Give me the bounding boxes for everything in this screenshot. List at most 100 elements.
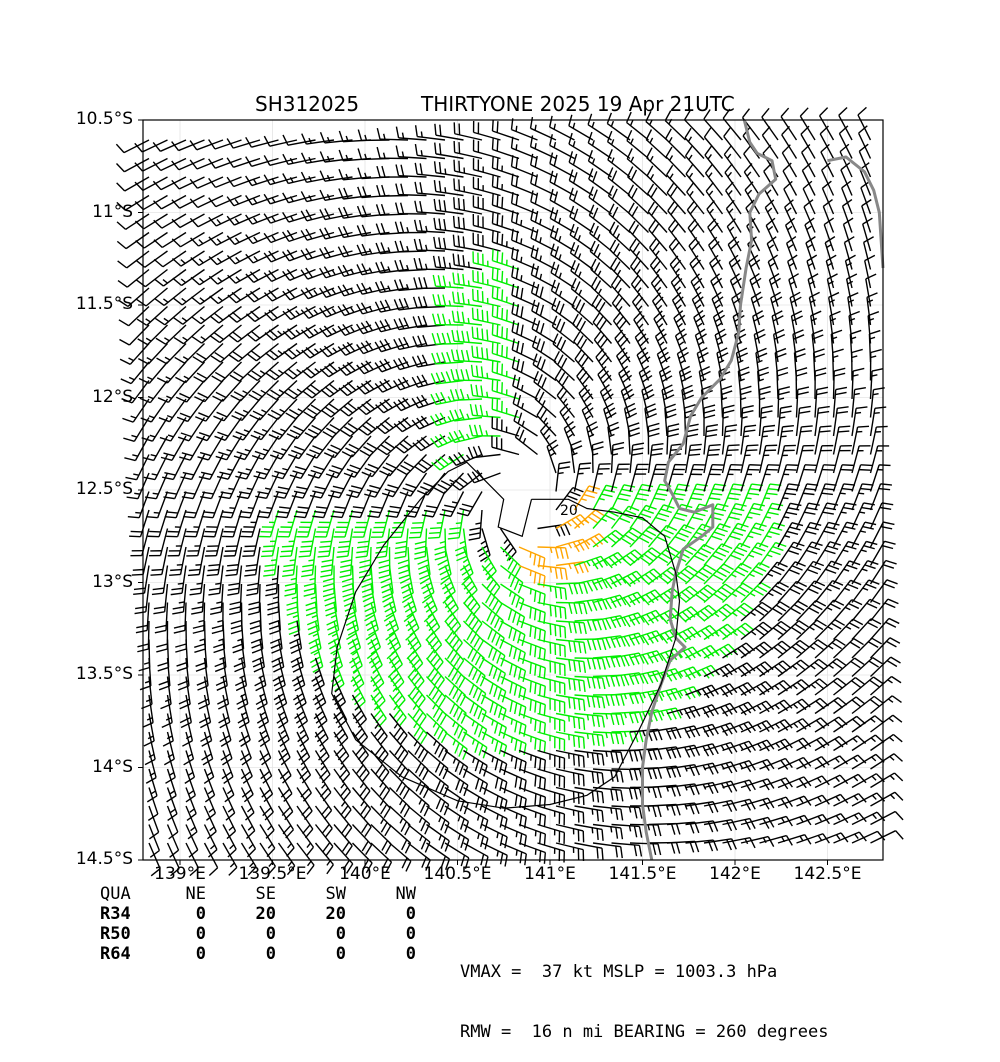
- wind-barb: [706, 164, 723, 195]
- wind-barb: [834, 580, 862, 602]
- wind-barb: [760, 602, 790, 621]
- header-nw: NW: [346, 884, 416, 904]
- wind-barb: [366, 621, 380, 654]
- wind-barb: [741, 445, 758, 473]
- wind-barb: [797, 659, 828, 676]
- wind-barb: [760, 543, 787, 566]
- wind-barb: [299, 529, 316, 557]
- wind-barb: [492, 194, 519, 214]
- wind-barb: [464, 714, 487, 741]
- wind-barb: [852, 716, 884, 732]
- lon-tick-label: 139.5°E: [223, 864, 323, 884]
- wind-barb: [316, 806, 333, 837]
- wind-barb: [408, 714, 427, 744]
- wind-barb: [272, 455, 297, 479]
- wind-barb: [588, 114, 611, 140]
- radius-se: 0: [206, 924, 276, 944]
- wind-barb: [474, 121, 501, 140]
- lon-tick-label: 141.5°E: [593, 864, 693, 884]
- header-sw: SW: [276, 884, 346, 904]
- wind-barb: [280, 529, 297, 557]
- wind-barb: [704, 110, 723, 140]
- wind-barb: [196, 418, 223, 441]
- wind-barb: [390, 769, 410, 799]
- wind-barb: [270, 436, 297, 459]
- wind-barb: [706, 182, 722, 214]
- wind-barb: [265, 344, 297, 360]
- wind-barb: [723, 445, 740, 473]
- wind-barb: [852, 677, 883, 695]
- wind-barb: [229, 344, 260, 362]
- wind-barb: [473, 177, 500, 196]
- wind-barb: [198, 436, 223, 460]
- row-label: R50: [100, 924, 136, 944]
- wind-barb: [800, 108, 815, 140]
- row-label: R34: [100, 904, 136, 924]
- wind-barb: [492, 436, 519, 455]
- wind-barb: [156, 325, 186, 344]
- wind-barb: [353, 806, 372, 836]
- wind-barb: [473, 308, 501, 325]
- wind-barb: [468, 470, 501, 483]
- wind-barb: [815, 659, 846, 677]
- storm-stats: VMAX = 37 kt MSLP = 1003.3 hPa RMW = 16 …: [460, 922, 828, 1062]
- wind-barb: [797, 561, 824, 584]
- wind-barb: [473, 270, 501, 288]
- wind-barb: [136, 270, 167, 287]
- wind-barb: [211, 344, 241, 363]
- wind-barb: [630, 768, 661, 779]
- wind-barb: [781, 108, 796, 140]
- wind-barb: [205, 529, 223, 557]
- wind-barb: [550, 207, 574, 232]
- wind-barb: [630, 671, 663, 684]
- wind-barb: [177, 640, 188, 672]
- wind-barb: [519, 825, 545, 846]
- wind-barb: [538, 524, 570, 536]
- wind-barb: [155, 288, 186, 305]
- wind-barb: [353, 788, 371, 819]
- wind-barb: [118, 270, 149, 288]
- wind-barb: [224, 529, 242, 557]
- wind-barb: [588, 132, 611, 158]
- wind-barb: [229, 325, 260, 342]
- wind-barb: [297, 825, 313, 857]
- radii-row-r34: R34 0 20 20 0: [100, 904, 416, 924]
- wind-barb: [834, 697, 866, 714]
- wind-barb: [667, 841, 699, 852]
- wind-barb: [741, 602, 771, 621]
- wind-barb: [371, 806, 391, 836]
- header-qua: QUA: [100, 884, 136, 904]
- wind-barb: [121, 362, 149, 384]
- stats-rmw-bearing: RMW = 16 n mi BEARING = 260 degrees: [460, 1022, 828, 1042]
- radii-row-r50: R50 0 0 0 0: [100, 924, 416, 944]
- wind-barb: [222, 510, 242, 537]
- wind-barb: [234, 436, 260, 460]
- radii-header-row: QUA NE SE SW NW: [100, 884, 416, 904]
- wind-barb: [762, 108, 778, 140]
- wind-barb: [686, 444, 702, 473]
- wind-barb: [328, 621, 340, 654]
- wind-barb: [353, 825, 372, 855]
- radius-ne: 0: [136, 924, 206, 944]
- wind-barb: [685, 110, 704, 140]
- radius-sw: 0: [276, 944, 346, 964]
- wind-barb: [648, 202, 667, 232]
- wind-barb: [686, 165, 704, 196]
- wind-barb: [760, 465, 780, 492]
- lon-tick-label: 140.5°E: [408, 864, 508, 884]
- wind-barb: [852, 561, 878, 584]
- wind-barb: [371, 751, 389, 782]
- wind-barb: [815, 678, 846, 695]
- wind-barb: [457, 492, 482, 516]
- wind-barb: [797, 620, 827, 639]
- wind-barb: [834, 465, 854, 492]
- wind-barb: [215, 418, 242, 441]
- wind-barb: [871, 715, 902, 732]
- wind-radii-table: QUA NE SE SW NW R34 0 20 20 0 R50 0 0 0 …: [100, 884, 416, 964]
- wind-barb: [472, 327, 500, 344]
- wind-barb: [570, 206, 593, 233]
- wind-barb: [647, 148, 667, 177]
- wind-barb: [852, 658, 882, 677]
- header-se: SE: [206, 884, 276, 904]
- wind-barb: [723, 603, 754, 621]
